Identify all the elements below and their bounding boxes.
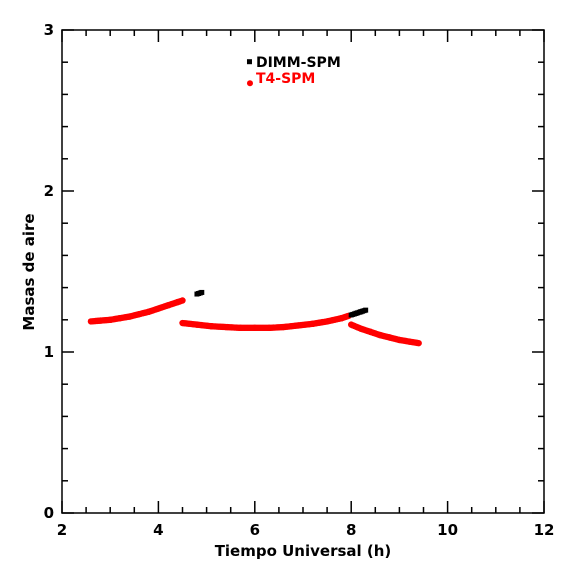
plot-frame <box>61 29 545 514</box>
y-tick-label: 1 <box>44 343 54 361</box>
x-tick-label: 2 <box>57 521 67 539</box>
data-point <box>363 307 369 313</box>
legend-marker <box>246 80 253 87</box>
x-tick-label: 6 <box>250 521 260 539</box>
legend-label: DIMM-SPM <box>256 55 341 71</box>
y-tick-label: 2 <box>44 182 54 200</box>
data-point <box>199 289 205 295</box>
x-tick-label: 10 <box>437 521 458 539</box>
axis-ticks <box>61 29 545 514</box>
data-point <box>179 297 186 304</box>
x-axis-label: Tiempo Universal (h) <box>215 542 392 560</box>
y-tick-label: 0 <box>44 504 54 522</box>
data-marks <box>87 289 422 347</box>
x-tick-label: 12 <box>534 521 555 539</box>
legend-marker <box>246 59 252 65</box>
legend-label: T4-SPM <box>256 71 315 87</box>
y-tick-label: 3 <box>44 21 54 39</box>
x-tick-label: 8 <box>346 521 356 539</box>
data-point <box>415 339 422 347</box>
x-tick-label: 4 <box>153 521 163 539</box>
y-axis-label: Masas de aire <box>20 213 38 330</box>
